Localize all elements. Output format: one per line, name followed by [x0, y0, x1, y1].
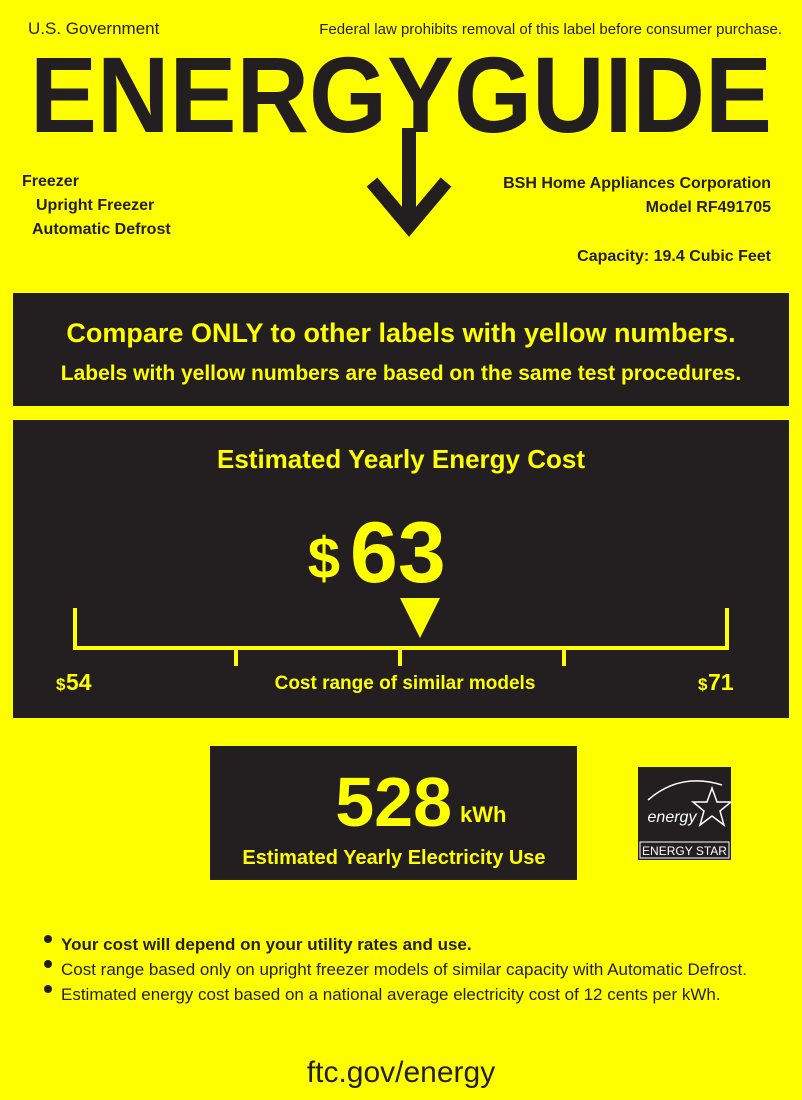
energy-star-label: ENERGY STAR: [642, 844, 727, 858]
product-line: Upright Freezer: [36, 197, 154, 214]
cost-scale: [73, 608, 729, 666]
bullet: [44, 960, 52, 968]
electricity-unit: kWh: [460, 802, 506, 827]
range-low-currency: $: [56, 675, 66, 694]
cost-currency: $: [308, 526, 340, 591]
footer-url: ftc.gov/energy: [307, 1056, 495, 1089]
energy-star-script: energy: [648, 809, 698, 826]
product-line: Automatic Defrost: [32, 221, 171, 238]
cost-title: Estimated Yearly Energy Cost: [217, 444, 585, 474]
notice-title: Compare ONLY to other labels with yellow…: [66, 318, 735, 348]
range-label: Cost range of similar models: [275, 673, 536, 694]
note: Cost range based only on upright freezer…: [61, 960, 747, 979]
electricity-box: [210, 746, 577, 880]
cost-box: [13, 420, 789, 718]
electricity-label: Estimated Yearly Electricity Use: [242, 847, 545, 869]
notice-subtitle: Labels with yellow numbers are based on …: [61, 362, 741, 385]
bullet: [44, 985, 52, 993]
bullet: [44, 935, 52, 943]
header-right: Federal law prohibits removal of this la…: [319, 21, 782, 38]
range-high-amount: 71: [708, 669, 734, 695]
range-high-currency: $: [698, 675, 708, 694]
manufacturer: BSH Home Appliances Corporation: [503, 175, 771, 192]
product-line: Freezer: [22, 173, 79, 190]
cost-amount: 63: [350, 505, 446, 601]
title: ENERGYGUIDE: [30, 34, 772, 155]
header-left: U.S. Government: [28, 19, 160, 38]
note: Estimated energy cost based on a nationa…: [61, 985, 721, 1004]
capacity: Capacity: 19.4 Cubic Feet: [577, 248, 772, 265]
cost-pointer: [400, 598, 440, 638]
electricity-amount: 528: [335, 763, 452, 841]
energy-star-logo: energy ENERGY STAR: [638, 767, 734, 860]
model: Model RF491705: [646, 199, 771, 216]
range-low-amount: 54: [66, 669, 92, 695]
down-arrow: [366, 128, 452, 237]
note: Your cost will depend on your utility ra…: [61, 935, 472, 954]
notice-box: [13, 293, 789, 406]
